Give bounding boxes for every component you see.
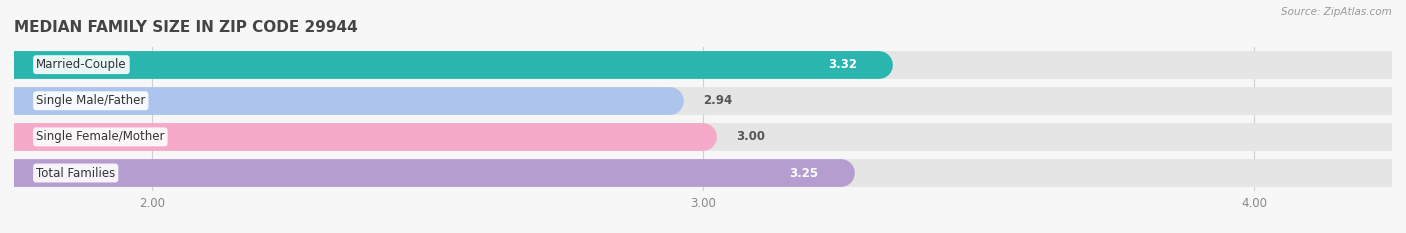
- Text: Source: ZipAtlas.com: Source: ZipAtlas.com: [1281, 7, 1392, 17]
- Text: 3.32: 3.32: [828, 58, 858, 71]
- Text: Single Female/Mother: Single Female/Mother: [37, 130, 165, 143]
- Text: 2.94: 2.94: [703, 94, 733, 107]
- Text: MEDIAN FAMILY SIZE IN ZIP CODE 29944: MEDIAN FAMILY SIZE IN ZIP CODE 29944: [14, 20, 357, 35]
- Text: Married-Couple: Married-Couple: [37, 58, 127, 71]
- Text: Single Male/Father: Single Male/Father: [37, 94, 145, 107]
- Text: 3.25: 3.25: [790, 167, 818, 179]
- Text: Total Families: Total Families: [37, 167, 115, 179]
- Text: 3.00: 3.00: [737, 130, 765, 143]
